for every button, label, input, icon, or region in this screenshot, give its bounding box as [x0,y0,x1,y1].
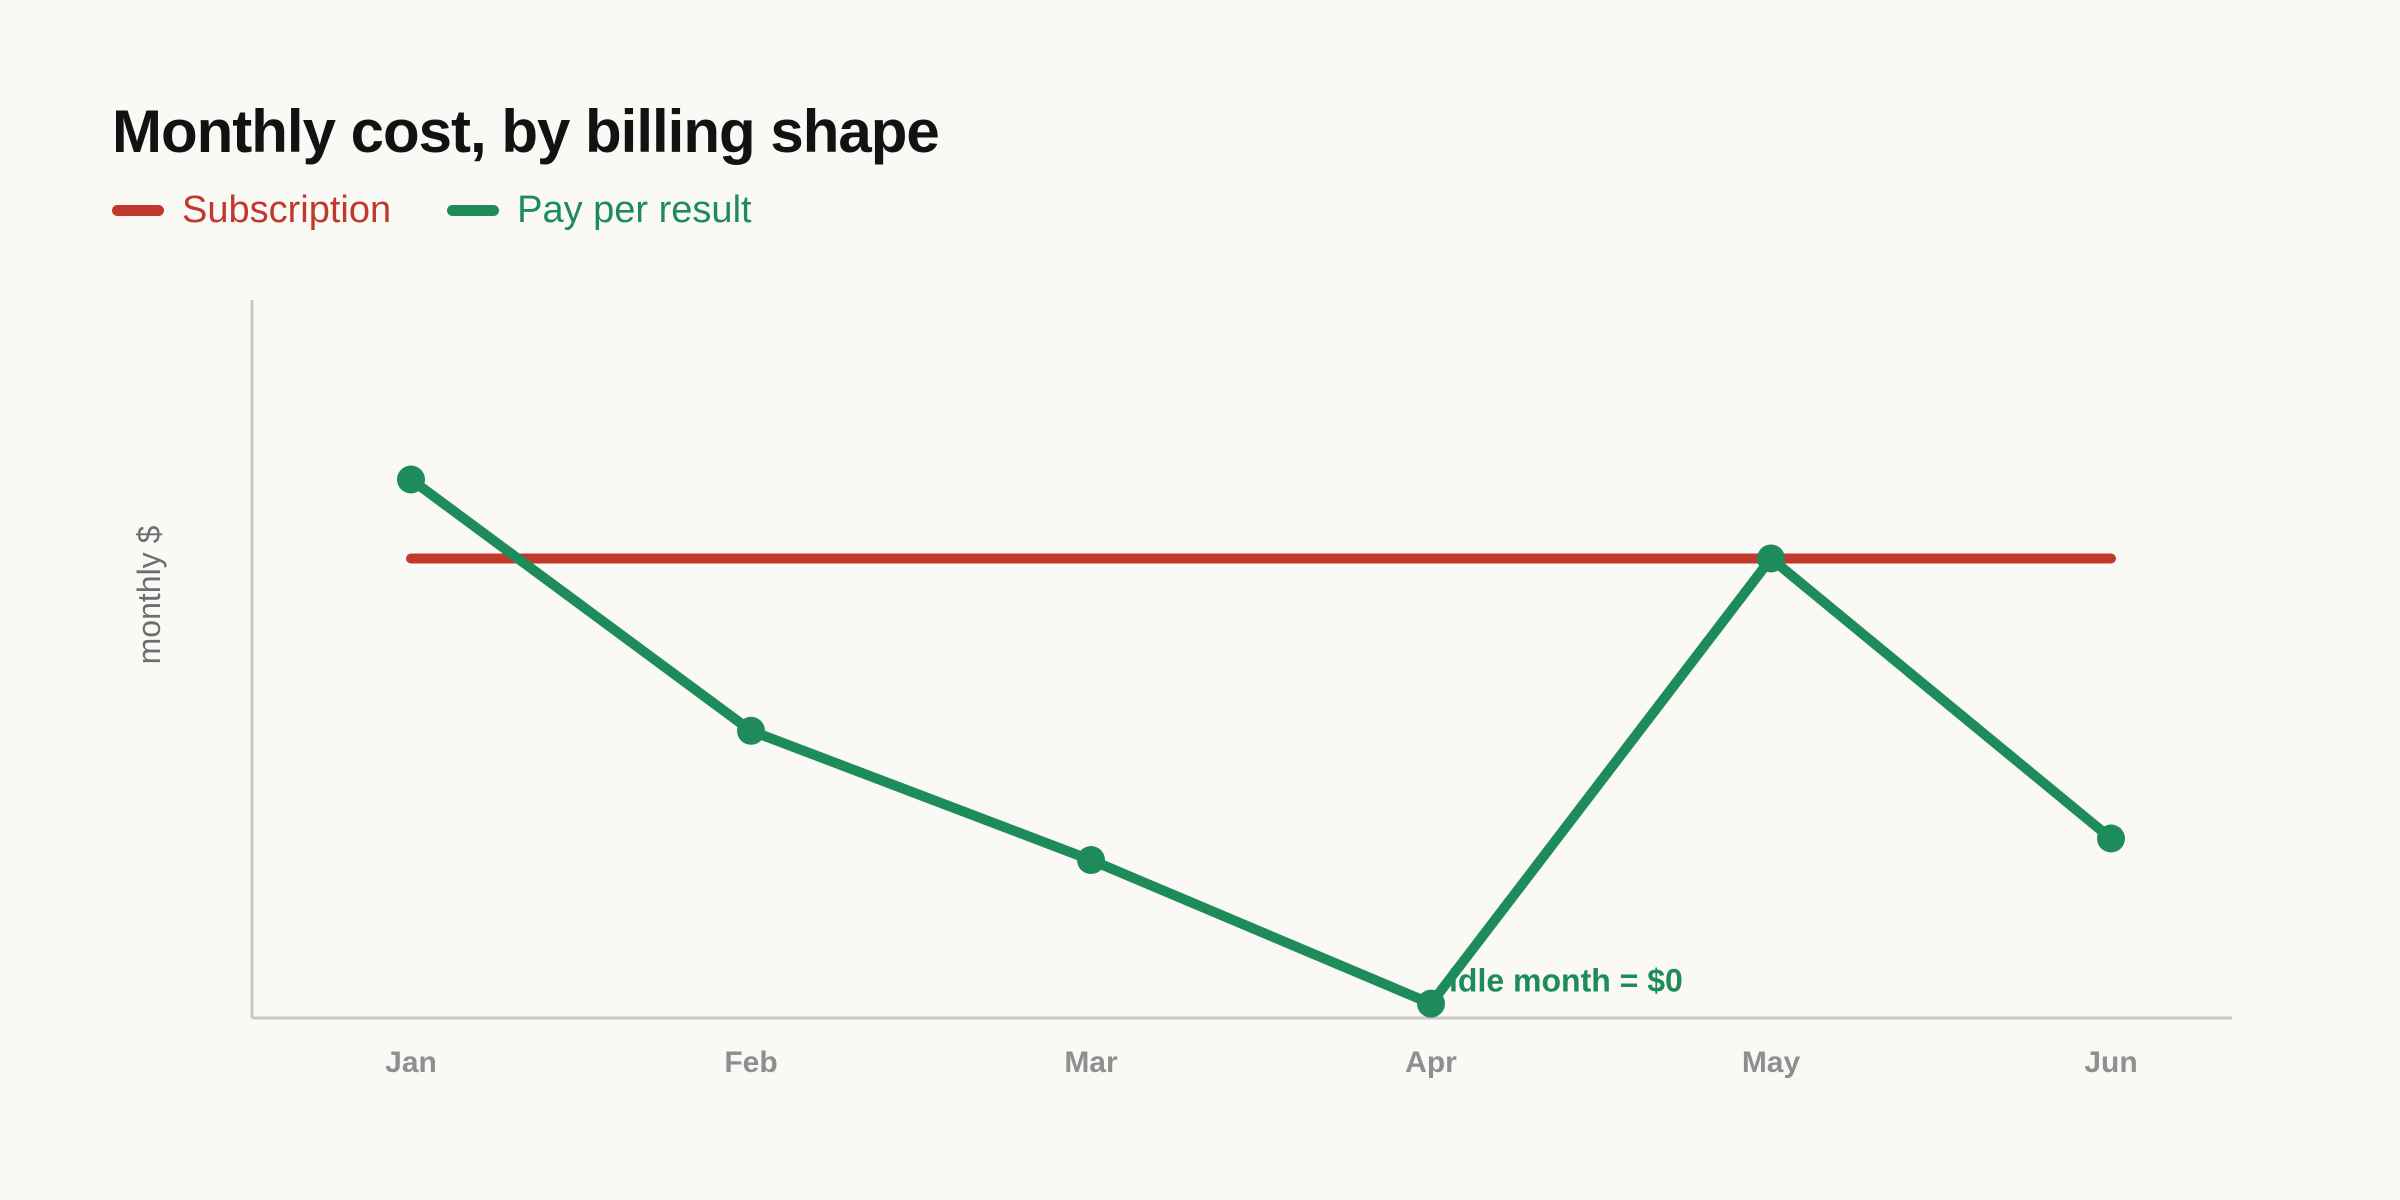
x-tick-label-may: May [1742,1046,1801,1079]
x-tick-label-feb: Feb [724,1046,777,1079]
x-tick-label-mar: Mar [1064,1046,1118,1079]
data-point-pay-per-result-jun [2097,824,2125,853]
y-axis-label: monthly $ [131,525,167,664]
legend: Subscription Pay per result [112,182,752,238]
chart-title: Monthly cost, by billing shape [112,98,940,165]
legend-label-subscription: Subscription [182,189,392,231]
legend-swatch-subscription [112,204,164,216]
legend-item-pay-per-result: Pay per result [447,188,752,232]
legend-swatch-pay-per-result [447,204,500,216]
series-line-pay-per-result [406,474,2116,1009]
data-point-pay-per-result-mar [1077,846,1105,875]
legend-item-subscription: Subscription [112,188,391,232]
data-point-pay-per-result-apr [1417,989,1445,1018]
data-point-pay-per-result-jan [397,465,425,494]
x-tick-label-apr: Apr [1405,1046,1457,1079]
x-tick-label-jun: Jun [2084,1046,2137,1079]
data-point-pay-per-result-may [1757,544,1785,573]
data-point-pay-per-result-feb [737,716,765,745]
x-tick-label-jan: Jan [385,1046,437,1079]
annotation-idle-month: idle month = $0 [1449,963,1683,999]
legend-label-pay-per-result: Pay per result [517,189,752,231]
